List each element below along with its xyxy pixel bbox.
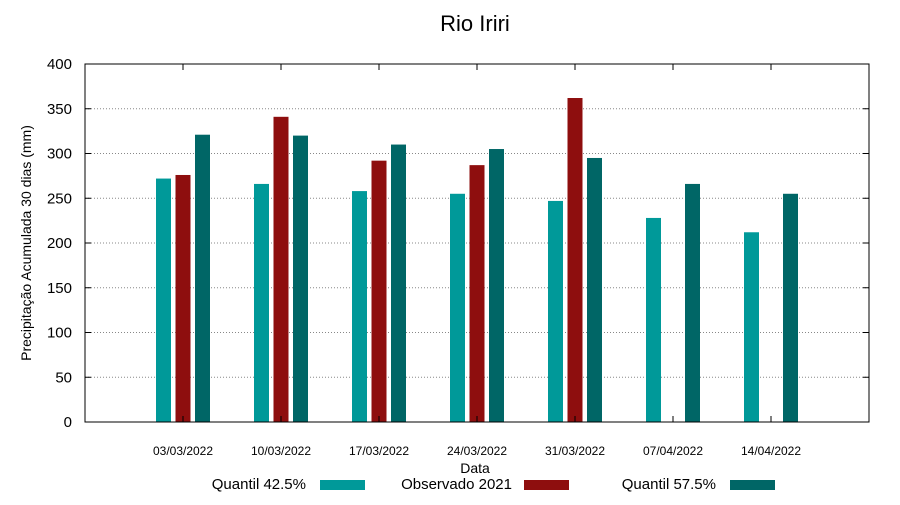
bars bbox=[156, 98, 798, 423]
bar bbox=[587, 157, 602, 422]
legend-swatch bbox=[730, 480, 775, 490]
bar bbox=[254, 183, 269, 422]
x-tick-label: 03/03/2022 bbox=[153, 444, 213, 458]
bar bbox=[352, 191, 367, 422]
legend-label: Quantil 57.5% bbox=[622, 476, 716, 493]
y-tick-label: 0 bbox=[64, 414, 72, 431]
legend-label: Quantil 42.5% bbox=[212, 476, 306, 493]
y-tick-label: 300 bbox=[47, 146, 72, 163]
y-tick-label: 100 bbox=[47, 325, 72, 342]
y-tick-label: 50 bbox=[55, 369, 72, 386]
y-tick-label: 200 bbox=[47, 235, 72, 252]
y-tick-label: 350 bbox=[47, 101, 72, 118]
chart-title: Rio Iriri bbox=[440, 11, 510, 36]
bar bbox=[391, 144, 406, 423]
legend-label: Observado 2021 bbox=[401, 476, 512, 493]
y-tick-label: 150 bbox=[47, 280, 72, 297]
bar bbox=[371, 160, 387, 422]
x-axis-label: Data bbox=[460, 460, 490, 476]
x-tick-label: 17/03/2022 bbox=[349, 444, 409, 458]
y-axis-ticks: 0 50 100 150 200 250 300 350 400 bbox=[47, 56, 869, 431]
y-axis-label: Precipitação Acumulada 30 dias (mm) bbox=[18, 125, 34, 361]
bar bbox=[646, 217, 661, 422]
x-tick-label: 31/03/2022 bbox=[545, 444, 605, 458]
bar bbox=[685, 183, 700, 422]
bar bbox=[273, 116, 289, 423]
bar bbox=[567, 98, 583, 422]
legend-swatch bbox=[320, 480, 365, 490]
x-tick-label: 10/03/2022 bbox=[251, 444, 311, 458]
x-axis-ticks: 03/03/2022 10/03/2022 17/03/2022 24/03/2022… bbox=[153, 64, 801, 458]
bar bbox=[469, 165, 485, 422]
bar bbox=[548, 200, 563, 422]
x-tick-label: 07/04/2022 bbox=[643, 444, 703, 458]
y-tick-label: 400 bbox=[47, 56, 72, 73]
bar bbox=[195, 134, 210, 422]
y-tick-label: 250 bbox=[47, 190, 72, 207]
bar bbox=[783, 193, 798, 422]
x-tick-label: 24/03/2022 bbox=[447, 444, 507, 458]
bar bbox=[450, 193, 465, 422]
bar bbox=[175, 174, 191, 422]
x-tick-label: 14/04/2022 bbox=[741, 444, 801, 458]
legend-swatch bbox=[524, 480, 569, 490]
bar bbox=[293, 135, 308, 422]
legend: Quantil 42.5% Observado 2021 Quantil 57.5% bbox=[212, 476, 775, 493]
bar bbox=[744, 232, 759, 422]
bar bbox=[489, 149, 504, 422]
bar bbox=[156, 178, 171, 422]
